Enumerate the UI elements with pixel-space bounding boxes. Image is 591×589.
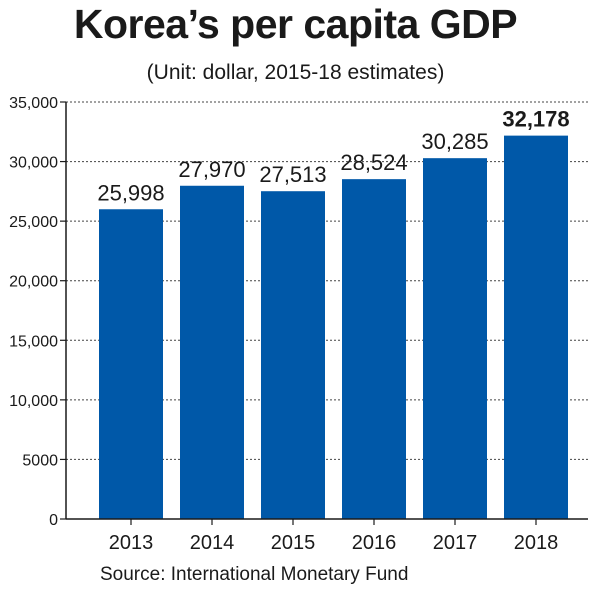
x-tick-label: 2017 <box>433 532 478 554</box>
bar-2018 <box>504 135 568 519</box>
y-tick-label: 15,000 <box>9 333 58 350</box>
grid-lines <box>66 101 588 460</box>
x-tick-label: 2015 <box>271 532 316 554</box>
bar-2015 <box>261 191 325 519</box>
data-label: 32,178 <box>502 107 569 132</box>
x-axis-ticks: 2013 2014 2015 2016 2017 2018 <box>109 532 559 554</box>
bar-2017 <box>423 158 487 520</box>
x-tick-label: 2013 <box>109 532 154 554</box>
data-label: 25,998 <box>97 180 164 205</box>
chart-subtitle: (Unit: dollar, 2015-18 estimates) <box>146 61 445 84</box>
bar-2016 <box>342 179 406 519</box>
chart-title: Korea’s per capita GDP <box>73 1 518 47</box>
x-tick-label: 2018 <box>514 532 559 554</box>
data-label: 27,513 <box>259 162 326 187</box>
y-tick-label: 30,000 <box>9 155 58 172</box>
data-label: 30,285 <box>421 129 488 154</box>
data-labels: 25,998 27,970 27,513 28,524 30,285 32,178 <box>97 107 569 206</box>
bar-2014 <box>180 185 244 519</box>
y-tick-label: 35,000 <box>9 95 58 112</box>
y-tick-label: 25,000 <box>9 214 58 231</box>
axes <box>60 101 588 525</box>
source-note: Source: International Monetary Fund <box>100 564 409 585</box>
y-tick-label: 20,000 <box>9 274 58 291</box>
bar-2013 <box>99 209 163 520</box>
y-tick-label: 0 <box>49 512 58 529</box>
data-label: 28,524 <box>340 150 407 175</box>
x-tick-label: 2014 <box>190 532 235 554</box>
y-tick-label: 5000 <box>22 452 58 469</box>
x-tick-label: 2016 <box>352 532 397 554</box>
bars <box>99 135 568 520</box>
y-axis-ticks: 0 5000 10,000 15,000 20,000 25,000 30,000 35,00… <box>9 95 58 529</box>
y-tick-label: 10,000 <box>9 393 58 410</box>
data-label: 27,970 <box>178 157 245 182</box>
